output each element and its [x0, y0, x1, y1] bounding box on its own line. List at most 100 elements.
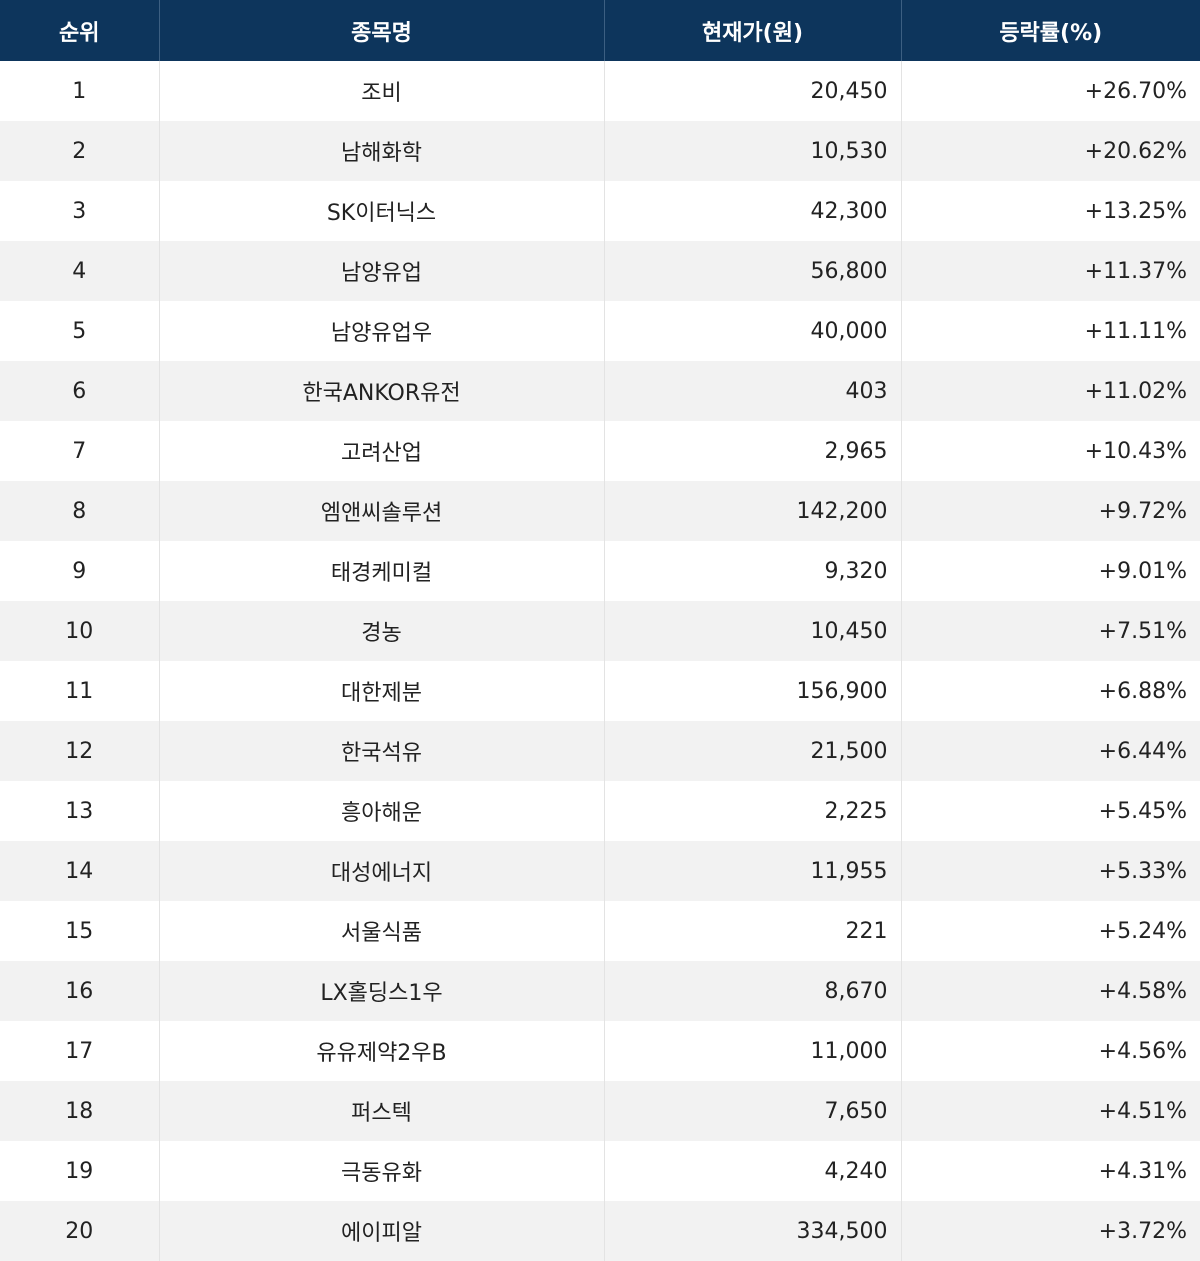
table-row: 3 SK이터닉스 42,300 +13.25% [0, 181, 1200, 241]
price-cell: 21,500 [603, 721, 901, 781]
rank-cell: 11 [65, 678, 94, 704]
table-row: 11 대한제분 156,900 +6.88% [0, 661, 1200, 721]
price-cell: 10,450 [603, 601, 901, 661]
stock-name-cell: 남양유업 [158, 241, 604, 301]
rank-cell: 14 [65, 858, 94, 884]
table-body: 1 조비 20,450 +26.70% 2 남해화학 10,530 +20.62% 3 SK이터닉… [0, 61, 1200, 1261]
change-rate-cell: +26.70% [900, 61, 1200, 121]
price-cell: 334,500 [603, 1201, 901, 1261]
change-rate-cell: +11.11% [900, 301, 1200, 361]
change-rate-cell: +6.44% [900, 721, 1200, 781]
table-row: 5 남양유업우 40,000 +11.11% [0, 301, 1200, 361]
header-change: 등락률(%) [900, 0, 1200, 61]
table-row: 14 대성에너지 11,955 +5.33% [0, 841, 1200, 901]
change-rate-cell: +4.56% [900, 1021, 1200, 1081]
stock-name-cell: 남양유업우 [158, 301, 604, 361]
table-row: 18 퍼스텍 7,650 +4.51% [0, 1081, 1200, 1141]
rank-cell: 2 [72, 138, 87, 164]
price-cell: 56,800 [603, 241, 901, 301]
rank-cell: 20 [65, 1218, 94, 1244]
rank-cell: 5 [72, 318, 87, 344]
price-cell: 403 [603, 361, 901, 421]
rank-cell: 7 [72, 438, 87, 464]
rank-cell: 10 [65, 618, 94, 644]
table-row: 4 남양유업 56,800 +11.37% [0, 241, 1200, 301]
stock-name-cell: 엠앤씨솔루션 [158, 481, 604, 541]
table-row: 1 조비 20,450 +26.70% [0, 61, 1200, 121]
stock-name-cell: 남해화학 [158, 121, 604, 181]
rank-cell: 15 [65, 918, 94, 944]
change-rate-cell: +7.51% [900, 601, 1200, 661]
header-row: 순위 종목명 현재가(원) 등락률(%) [0, 0, 1200, 61]
change-rate-cell: +5.24% [900, 901, 1200, 961]
price-cell: 156,900 [603, 661, 901, 721]
table-row: 8 엠앤씨솔루션 142,200 +9.72% [0, 481, 1200, 541]
price-cell: 8,670 [603, 961, 901, 1021]
change-rate-cell: +3.72% [900, 1201, 1200, 1261]
price-cell: 142,200 [603, 481, 901, 541]
change-rate-cell: +4.51% [900, 1081, 1200, 1141]
stock-name-cell: 서울식품 [158, 901, 604, 961]
change-rate-cell: +20.62% [900, 121, 1200, 181]
rank-cell: 8 [72, 498, 87, 524]
stock-name-cell: 태경케미컬 [158, 541, 604, 601]
rank-cell: 13 [65, 798, 94, 824]
price-cell: 42,300 [603, 181, 901, 241]
change-rate-cell: +11.02% [900, 361, 1200, 421]
rank-cell: 12 [65, 738, 94, 764]
change-rate-cell: +5.45% [900, 781, 1200, 841]
stock-name-cell: 한국석유 [158, 721, 604, 781]
stock-name-cell: 에이피알 [158, 1201, 604, 1261]
stock-name-cell: 흥아해운 [158, 781, 604, 841]
stock-name-cell: LX홀딩스1우 [158, 961, 604, 1021]
change-rate-cell: +9.72% [900, 481, 1200, 541]
rank-cell: 18 [65, 1098, 94, 1124]
table-row: 9 태경케미컬 9,320 +9.01% [0, 541, 1200, 601]
table-row: 10 경농 10,450 +7.51% [0, 601, 1200, 661]
change-rate-cell: +4.58% [900, 961, 1200, 1021]
stock-name-cell: 조비 [158, 61, 604, 121]
rank-cell: 16 [65, 978, 94, 1004]
stock-name-cell: 극동유화 [158, 1141, 604, 1201]
header-rank: 순위 [59, 20, 100, 46]
price-cell: 2,225 [603, 781, 901, 841]
price-cell: 4,240 [603, 1141, 901, 1201]
stock-name-cell: 경농 [158, 601, 604, 661]
change-rate-cell: +10.43% [900, 421, 1200, 481]
price-cell: 221 [603, 901, 901, 961]
rank-cell: 17 [65, 1038, 94, 1064]
stock-name-cell: 유유제약2우B [158, 1021, 604, 1081]
stock-name-cell: 한국ANKOR유전 [158, 361, 604, 421]
rank-cell: 19 [65, 1158, 94, 1184]
table-row: 6 한국ANKOR유전 403 +11.02% [0, 361, 1200, 421]
price-cell: 10,530 [603, 121, 901, 181]
stock-name-cell: SK이터닉스 [158, 181, 604, 241]
stock-name-cell: 대성에너지 [158, 841, 604, 901]
change-rate-cell: +5.33% [900, 841, 1200, 901]
price-cell: 40,000 [603, 301, 901, 361]
table-row: 19 극동유화 4,240 +4.31% [0, 1141, 1200, 1201]
price-cell: 7,650 [603, 1081, 901, 1141]
table-row: 17 유유제약2우B 11,000 +4.56% [0, 1021, 1200, 1081]
price-cell: 11,955 [603, 841, 901, 901]
table-row: 7 고려산업 2,965 +10.43% [0, 421, 1200, 481]
rank-cell: 9 [72, 558, 87, 584]
rank-cell: 6 [72, 378, 87, 404]
stock-name-cell: 고려산업 [158, 421, 604, 481]
change-rate-cell: +11.37% [900, 241, 1200, 301]
price-cell: 2,965 [603, 421, 901, 481]
price-cell: 9,320 [603, 541, 901, 601]
change-rate-cell: +13.25% [900, 181, 1200, 241]
table-row: 2 남해화학 10,530 +20.62% [0, 121, 1200, 181]
rank-cell: 1 [72, 78, 87, 104]
rank-cell: 4 [72, 258, 87, 284]
stock-name-cell: 대한제분 [158, 661, 604, 721]
change-rate-cell: +6.88% [900, 661, 1200, 721]
price-cell: 20,450 [603, 61, 901, 121]
header-price: 현재가(원) [603, 0, 901, 61]
table-row: 12 한국석유 21,500 +6.44% [0, 721, 1200, 781]
change-rate-cell: +9.01% [900, 541, 1200, 601]
table-header: 순위 종목명 현재가(원) 등락률(%) [0, 0, 1200, 61]
table-row: 20 에이피알 334,500 +3.72% [0, 1201, 1200, 1261]
